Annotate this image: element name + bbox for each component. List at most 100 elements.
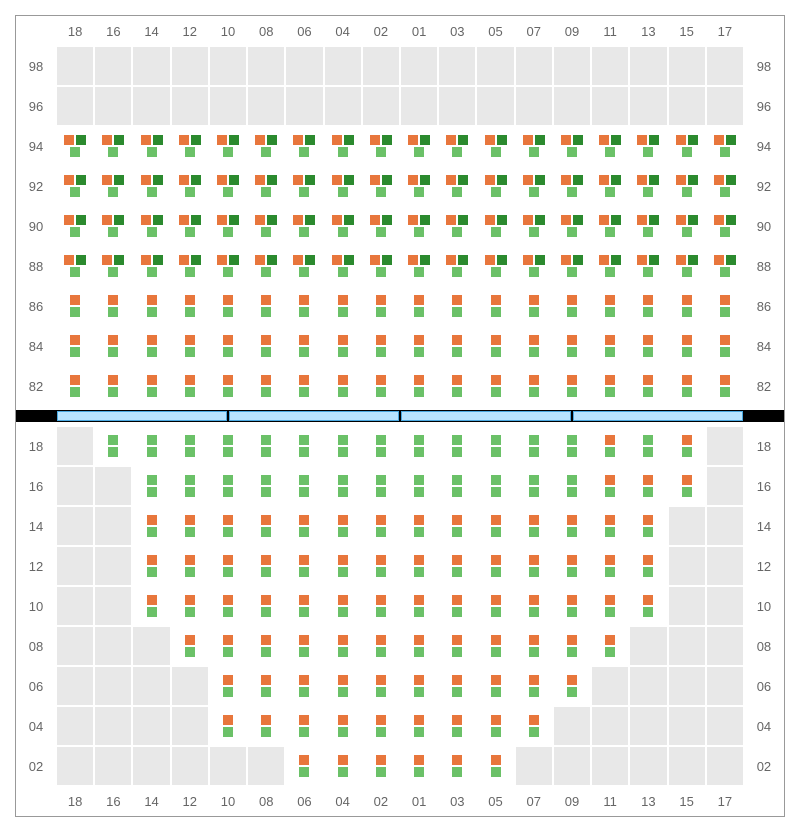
seat-cell[interactable] bbox=[285, 246, 323, 286]
seat-cell[interactable] bbox=[209, 626, 247, 666]
seat-cell[interactable] bbox=[668, 206, 706, 246]
seat-cell[interactable] bbox=[438, 326, 476, 366]
seat-cell[interactable] bbox=[553, 546, 591, 586]
seat-cell[interactable] bbox=[209, 586, 247, 626]
seat-cell[interactable] bbox=[553, 626, 591, 666]
seat-cell[interactable] bbox=[171, 326, 209, 366]
seat-cell[interactable] bbox=[553, 246, 591, 286]
seat-cell[interactable] bbox=[400, 466, 438, 506]
seat-cell[interactable] bbox=[629, 166, 667, 206]
seat-cell[interactable] bbox=[591, 206, 629, 246]
seat-cell[interactable] bbox=[629, 506, 667, 546]
seat-cell[interactable] bbox=[209, 246, 247, 286]
seat-cell[interactable] bbox=[476, 426, 514, 466]
seat-cell[interactable] bbox=[132, 326, 170, 366]
seat-cell[interactable] bbox=[362, 366, 400, 406]
seat-cell[interactable] bbox=[247, 166, 285, 206]
seat-cell[interactable] bbox=[553, 506, 591, 546]
seat-cell[interactable] bbox=[362, 426, 400, 466]
seat-cell[interactable] bbox=[476, 246, 514, 286]
seat-cell[interactable] bbox=[132, 546, 170, 586]
seat-cell[interactable] bbox=[476, 326, 514, 366]
seat-cell[interactable] bbox=[362, 126, 400, 166]
seat-cell[interactable] bbox=[209, 666, 247, 706]
seat-cell[interactable] bbox=[591, 366, 629, 406]
seat-cell[interactable] bbox=[629, 206, 667, 246]
seat-cell[interactable] bbox=[362, 506, 400, 546]
seat-cell[interactable] bbox=[56, 286, 94, 326]
seat-cell[interactable] bbox=[591, 246, 629, 286]
seat-cell[interactable] bbox=[400, 506, 438, 546]
seat-cell[interactable] bbox=[706, 166, 744, 206]
seat-cell[interactable] bbox=[438, 586, 476, 626]
seat-cell[interactable] bbox=[629, 326, 667, 366]
seat-cell[interactable] bbox=[438, 246, 476, 286]
seat-cell[interactable] bbox=[171, 506, 209, 546]
seat-cell[interactable] bbox=[285, 426, 323, 466]
seat-cell[interactable] bbox=[171, 426, 209, 466]
seat-cell[interactable] bbox=[591, 466, 629, 506]
seat-cell[interactable] bbox=[438, 746, 476, 786]
seat-cell[interactable] bbox=[324, 466, 362, 506]
seat-cell[interactable] bbox=[629, 286, 667, 326]
seat-cell[interactable] bbox=[553, 366, 591, 406]
seat-cell[interactable] bbox=[400, 626, 438, 666]
seat-cell[interactable] bbox=[400, 166, 438, 206]
seat-cell[interactable] bbox=[706, 286, 744, 326]
seat-cell[interactable] bbox=[591, 626, 629, 666]
seat-cell[interactable] bbox=[362, 586, 400, 626]
seat-cell[interactable] bbox=[132, 586, 170, 626]
seat-cell[interactable] bbox=[132, 126, 170, 166]
seat-cell[interactable] bbox=[706, 366, 744, 406]
seat-cell[interactable] bbox=[553, 466, 591, 506]
seat-cell[interactable] bbox=[56, 326, 94, 366]
seat-cell[interactable] bbox=[553, 286, 591, 326]
seat-cell[interactable] bbox=[171, 286, 209, 326]
seat-cell[interactable] bbox=[324, 326, 362, 366]
seat-cell[interactable] bbox=[629, 126, 667, 166]
seat-cell[interactable] bbox=[400, 286, 438, 326]
seat-cell[interactable] bbox=[400, 126, 438, 166]
seat-cell[interactable] bbox=[285, 466, 323, 506]
seat-cell[interactable] bbox=[438, 666, 476, 706]
seat-cell[interactable] bbox=[132, 246, 170, 286]
seat-cell[interactable] bbox=[706, 206, 744, 246]
seat-cell[interactable] bbox=[362, 166, 400, 206]
seat-cell[interactable] bbox=[553, 166, 591, 206]
seat-cell[interactable] bbox=[209, 706, 247, 746]
seat-cell[interactable] bbox=[209, 286, 247, 326]
seat-cell[interactable] bbox=[400, 366, 438, 406]
seat-cell[interactable] bbox=[285, 506, 323, 546]
seat-cell[interactable] bbox=[591, 546, 629, 586]
seat-cell[interactable] bbox=[209, 546, 247, 586]
seat-cell[interactable] bbox=[553, 586, 591, 626]
seat-cell[interactable] bbox=[629, 366, 667, 406]
seat-cell[interactable] bbox=[247, 666, 285, 706]
seat-cell[interactable] bbox=[324, 126, 362, 166]
seat-cell[interactable] bbox=[285, 706, 323, 746]
seat-cell[interactable] bbox=[591, 426, 629, 466]
seat-cell[interactable] bbox=[171, 626, 209, 666]
seat-cell[interactable] bbox=[324, 586, 362, 626]
seat-cell[interactable] bbox=[668, 246, 706, 286]
seat-cell[interactable] bbox=[400, 546, 438, 586]
seat-cell[interactable] bbox=[438, 466, 476, 506]
seat-cell[interactable] bbox=[94, 126, 132, 166]
seat-cell[interactable] bbox=[247, 706, 285, 746]
seat-cell[interactable] bbox=[438, 546, 476, 586]
seat-cell[interactable] bbox=[629, 546, 667, 586]
seat-cell[interactable] bbox=[324, 666, 362, 706]
seat-cell[interactable] bbox=[438, 626, 476, 666]
seat-cell[interactable] bbox=[438, 206, 476, 246]
seat-cell[interactable] bbox=[706, 326, 744, 366]
seat-cell[interactable] bbox=[247, 426, 285, 466]
seat-cell[interactable] bbox=[324, 246, 362, 286]
seat-cell[interactable] bbox=[209, 506, 247, 546]
seat-cell[interactable] bbox=[362, 626, 400, 666]
seat-cell[interactable] bbox=[285, 626, 323, 666]
seat-cell[interactable] bbox=[171, 166, 209, 206]
seat-cell[interactable] bbox=[362, 706, 400, 746]
seat-cell[interactable] bbox=[132, 166, 170, 206]
seat-cell[interactable] bbox=[515, 506, 553, 546]
seat-cell[interactable] bbox=[362, 286, 400, 326]
